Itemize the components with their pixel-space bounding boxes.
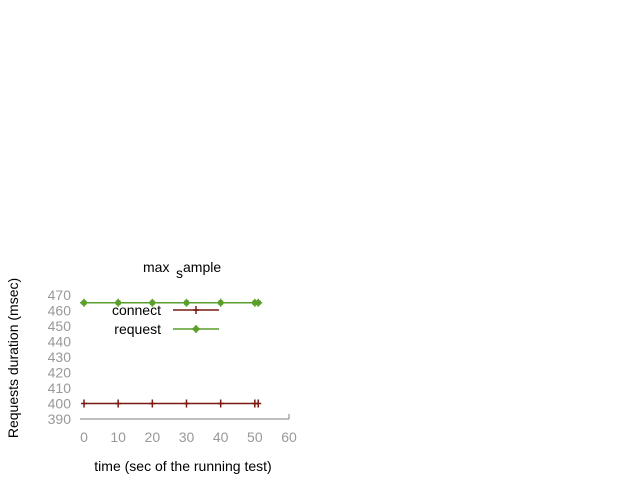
data-point-connect <box>217 399 224 408</box>
chart-title-subscript: s <box>176 265 183 281</box>
data-point-request <box>254 298 263 307</box>
series-request <box>80 298 263 307</box>
legend: connect request <box>112 302 219 337</box>
y-tick-label: 450 <box>48 318 72 334</box>
series-connect <box>81 399 262 408</box>
y-tick-label: 430 <box>48 349 72 365</box>
axes <box>80 414 290 420</box>
data-point-request <box>148 298 157 307</box>
legend-item-request: request <box>114 321 219 337</box>
legend-label: connect <box>112 302 161 318</box>
x-tick-label: 60 <box>281 429 297 445</box>
data-point-request <box>182 298 191 307</box>
data-point-request <box>80 298 88 307</box>
chart-title: max s ample <box>143 259 221 281</box>
y-tick-label: 470 <box>48 287 72 303</box>
data-point-connect <box>81 399 87 408</box>
chart-title-main: max <box>143 259 169 275</box>
y-tick-label: 400 <box>48 396 72 412</box>
x-tick-label: 10 <box>110 429 126 445</box>
legend-label: request <box>114 321 161 337</box>
x-tick-label: 40 <box>213 429 229 445</box>
y-tick-label: 460 <box>48 303 72 319</box>
legend-swatch-marker <box>193 306 199 314</box>
y-tick-label: 440 <box>48 334 72 350</box>
series-layer <box>80 298 263 408</box>
data-point-connect <box>115 399 122 408</box>
x-tick-label: 0 <box>80 429 88 445</box>
x-axis-ticks: 0 10 20 30 40 50 60 <box>80 429 297 445</box>
data-point-connect <box>255 399 262 408</box>
y-tick-label: 390 <box>48 411 72 427</box>
data-point-request <box>114 298 123 307</box>
x-tick-label: 50 <box>247 429 263 445</box>
x-tick-label: 20 <box>145 429 161 445</box>
y-tick-label: 420 <box>48 365 72 381</box>
legend-item-connect: connect <box>112 302 219 318</box>
x-axis-label: time (sec of the running test) <box>94 458 271 474</box>
data-point-request <box>216 298 225 307</box>
y-tick-label: 410 <box>48 380 72 396</box>
data-point-connect <box>149 399 156 408</box>
y-axis-label: Requests duration (msec) <box>5 278 21 438</box>
legend-swatch-marker <box>192 325 200 333</box>
chart-title-rest: ample <box>183 259 221 275</box>
data-point-connect <box>183 399 190 408</box>
x-tick-label: 30 <box>179 429 195 445</box>
